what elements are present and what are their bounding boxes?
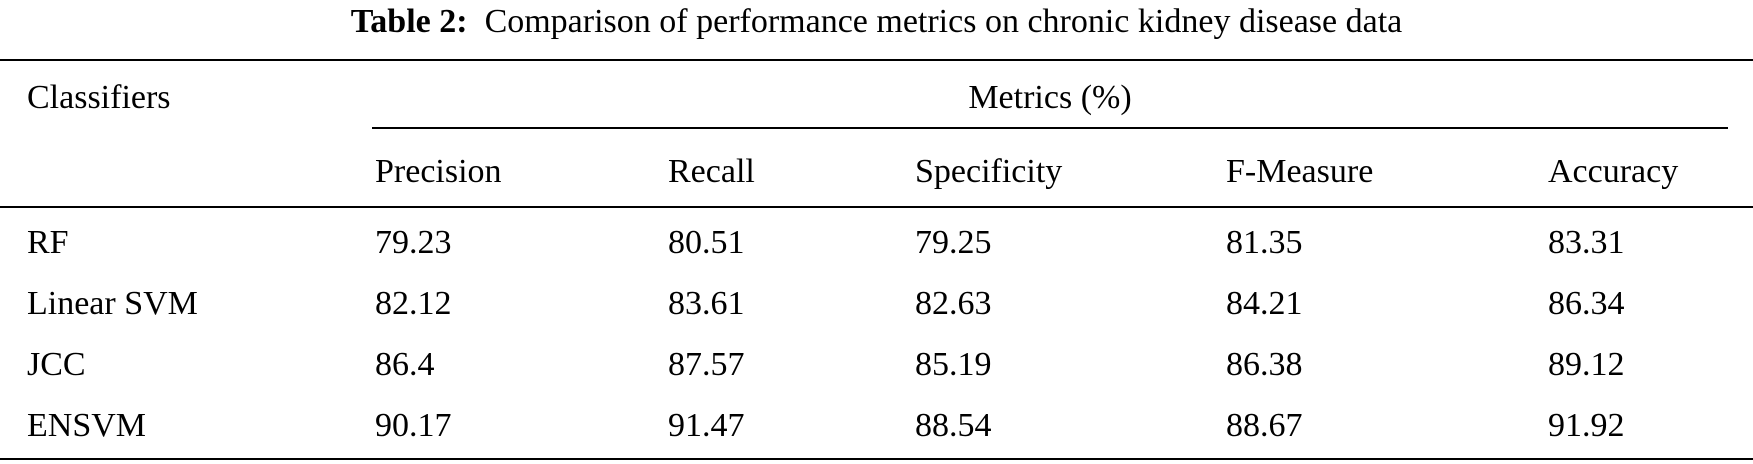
cell-recall: 83.61 bbox=[668, 285, 745, 322]
column-header-accuracy: Accuracy bbox=[1548, 153, 1679, 190]
cell-specificity: 88.54 bbox=[915, 407, 992, 444]
cell-precision: 90.17 bbox=[375, 407, 452, 444]
cell-recall: 87.57 bbox=[668, 346, 745, 383]
column-header-f-measure: F-Measure bbox=[1226, 153, 1374, 190]
cell-specificity: 79.25 bbox=[915, 224, 992, 261]
classifiers-header: Classifiers bbox=[27, 79, 171, 116]
cell-accuracy: 89.12 bbox=[1548, 346, 1625, 383]
row-classifier-name: ENSVM bbox=[27, 407, 147, 444]
cell-specificity: 82.63 bbox=[915, 285, 992, 322]
metrics-group-header: Metrics (%) bbox=[968, 79, 1132, 116]
row-classifier-name: RF bbox=[27, 224, 69, 261]
table-header-rule bbox=[0, 206, 1753, 208]
cell-accuracy: 91.92 bbox=[1548, 407, 1625, 444]
row-classifier-name: Linear SVM bbox=[27, 285, 198, 322]
cell-specificity: 85.19 bbox=[915, 346, 992, 383]
column-header-recall: Recall bbox=[668, 153, 755, 190]
column-header-precision: Precision bbox=[375, 153, 502, 190]
cell-f-measure: 88.67 bbox=[1226, 407, 1303, 444]
cell-accuracy: 83.31 bbox=[1548, 224, 1625, 261]
cell-recall: 80.51 bbox=[668, 224, 745, 261]
column-header-specificity: Specificity bbox=[915, 153, 1063, 190]
metrics-span-rule bbox=[372, 127, 1728, 129]
table-caption-text: Comparison of performance metrics on chr… bbox=[484, 3, 1403, 40]
cell-precision: 79.23 bbox=[375, 224, 452, 261]
cell-accuracy: 86.34 bbox=[1548, 285, 1625, 322]
cell-f-measure: 81.35 bbox=[1226, 224, 1303, 261]
cell-f-measure: 84.21 bbox=[1226, 285, 1303, 322]
table-top-rule bbox=[0, 59, 1753, 61]
cell-f-measure: 86.38 bbox=[1226, 346, 1303, 383]
table-caption: Table 2: Comparison of performance metri… bbox=[0, 2, 1753, 42]
cell-precision: 86.4 bbox=[375, 346, 435, 383]
cell-precision: 82.12 bbox=[375, 285, 452, 322]
table-caption-label: Table 2: bbox=[350, 3, 468, 40]
cell-recall: 91.47 bbox=[668, 407, 745, 444]
table-bottom-rule bbox=[0, 458, 1753, 460]
row-classifier-name: JCC bbox=[27, 346, 86, 383]
